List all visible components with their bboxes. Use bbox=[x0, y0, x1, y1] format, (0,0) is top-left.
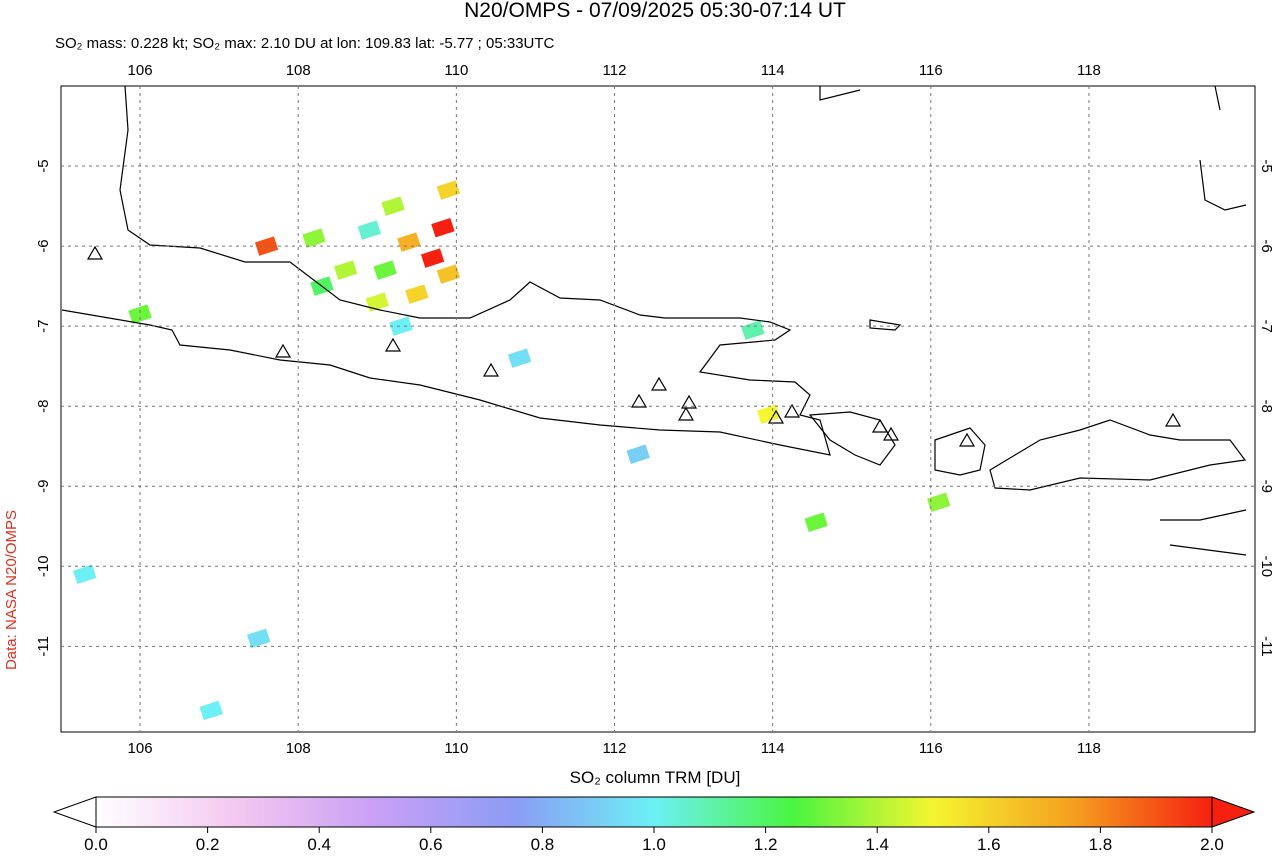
map-frame bbox=[60, 85, 1256, 733]
x-tick-label: 116 bbox=[919, 740, 943, 757]
x-tick-label: 110 bbox=[444, 62, 468, 79]
so2-cell bbox=[73, 564, 97, 585]
so2-cell bbox=[199, 700, 223, 721]
x-tick-label: 108 bbox=[286, 740, 311, 757]
colorbar-label: SO₂ column TRM [DU] bbox=[570, 768, 741, 787]
axes: 106 106 108 108 110 110 112 112 114 114 116 116 118 1… bbox=[35, 62, 1272, 757]
so2-cell bbox=[741, 320, 765, 340]
y-tick-label: -10 bbox=[35, 555, 52, 577]
x-tick-label: 114 bbox=[761, 62, 785, 79]
colorbar-tick-label: 1.6 bbox=[977, 835, 1001, 853]
so2-cell bbox=[507, 348, 532, 368]
so2-cell bbox=[302, 228, 326, 248]
colorbar-over bbox=[1211, 796, 1256, 828]
colorbar-tick-label: 0.0 bbox=[84, 835, 108, 853]
graticule bbox=[61, 86, 1255, 732]
x-tick-label: 106 bbox=[128, 62, 153, 79]
y-tick-label: -7 bbox=[1258, 319, 1272, 332]
y-tick-label: -11 bbox=[35, 636, 52, 657]
colorbar-ticks: 0.0 0.2 0.4 0.6 0.8 1.0 1.2 1.4 1.6 1.8 2.0 bbox=[84, 827, 1224, 854]
y-tick-label: -5 bbox=[1258, 159, 1272, 172]
so2-cell bbox=[431, 217, 455, 238]
so2-cell bbox=[436, 180, 461, 200]
x-tick-label: 110 bbox=[444, 740, 468, 757]
x-tick-label: 108 bbox=[286, 62, 311, 79]
so2-cell bbox=[397, 232, 421, 252]
y-tick-label: -9 bbox=[1258, 480, 1272, 493]
colorbar-tick-label: 1.8 bbox=[1089, 835, 1113, 853]
y-tick-label: -8 bbox=[1258, 400, 1272, 413]
so2-cell bbox=[128, 304, 152, 324]
colorbar-under bbox=[52, 796, 97, 828]
so2-cell bbox=[804, 512, 828, 533]
so2-cell bbox=[436, 264, 461, 284]
y-tick-label: -9 bbox=[35, 480, 52, 493]
colorbar-tick-label: 1.0 bbox=[642, 835, 666, 853]
colorbar-tick-label: 0.2 bbox=[196, 835, 220, 853]
y-tick-label: -8 bbox=[35, 400, 52, 413]
so2-cell bbox=[405, 284, 429, 304]
y-tick-label: -6 bbox=[1258, 239, 1272, 252]
so2-cell bbox=[389, 316, 413, 336]
colorbar-tick-label: 0.6 bbox=[419, 835, 443, 853]
colorbar-tick-label: 1.4 bbox=[865, 835, 889, 853]
subtitle: SO₂ mass: 0.228 kt; SO₂ max: 2.10 DU at … bbox=[55, 35, 555, 52]
x-tick-label: 112 bbox=[603, 740, 627, 757]
so2-cell bbox=[420, 248, 445, 268]
coastlines bbox=[61, 85, 1247, 556]
so2-cell bbox=[357, 220, 382, 240]
so2-cell bbox=[247, 628, 271, 649]
colorbar-tick-label: 0.4 bbox=[307, 835, 331, 853]
so2-cell bbox=[333, 260, 358, 280]
colorbar bbox=[95, 796, 1213, 828]
y-tick-label: -6 bbox=[35, 239, 52, 252]
y-tick-label: -11 bbox=[1258, 636, 1272, 657]
y-tick-label: -5 bbox=[35, 159, 52, 172]
x-tick-label: 118 bbox=[1077, 740, 1101, 757]
cells bbox=[73, 180, 951, 721]
x-tick-label: 112 bbox=[603, 62, 627, 79]
x-tick-label: 106 bbox=[128, 740, 153, 757]
so2-cell bbox=[626, 444, 650, 464]
so2-cell bbox=[373, 260, 397, 280]
so2-cell bbox=[757, 404, 781, 424]
colorbar-tick-label: 2.0 bbox=[1200, 835, 1224, 853]
y-tick-label: -10 bbox=[1258, 555, 1272, 577]
colorbar-tick-label: 0.8 bbox=[531, 835, 555, 853]
so2-cell bbox=[927, 492, 951, 513]
credit: Data: NASA N20/OMPS bbox=[3, 510, 20, 670]
x-tick-label: 116 bbox=[919, 62, 943, 79]
x-tick-label: 118 bbox=[1077, 62, 1101, 79]
so2-cell bbox=[365, 292, 389, 312]
x-tick-label: 114 bbox=[761, 740, 785, 757]
title: N20/OMPS - 07/09/2025 05:30-07:14 UT bbox=[464, 0, 846, 22]
colorbar-tick-label: 1.2 bbox=[754, 835, 778, 853]
so2-cell bbox=[381, 196, 405, 216]
y-tick-label: -7 bbox=[35, 319, 52, 332]
volcano-markers bbox=[86, 245, 1182, 447]
